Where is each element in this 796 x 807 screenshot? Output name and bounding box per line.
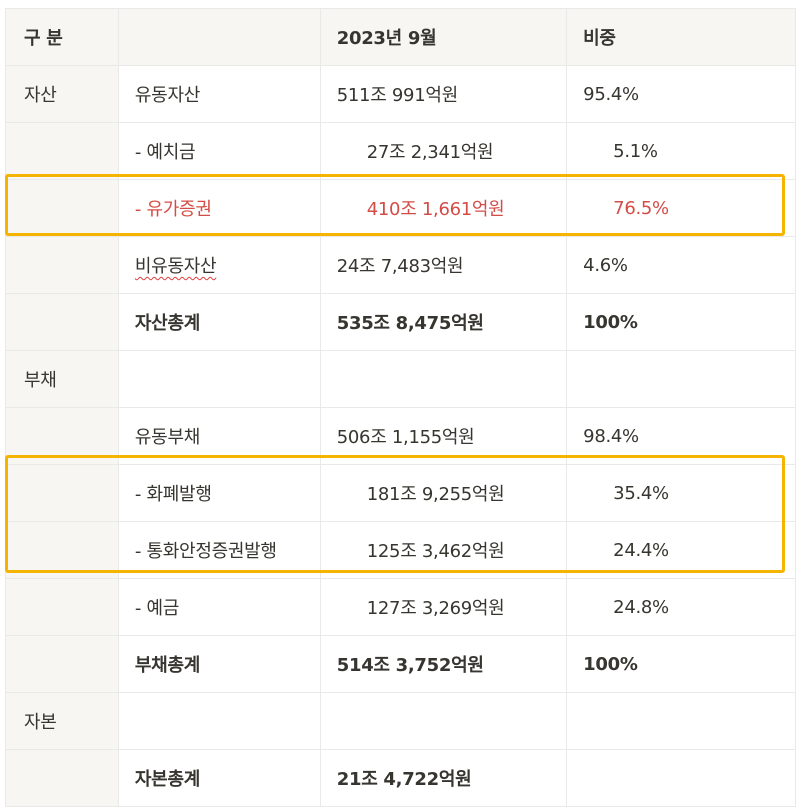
- row-amount: [319, 350, 568, 408]
- row-ratio: [566, 350, 796, 408]
- row-amount: [319, 692, 568, 750]
- row-ratio: 5.1%: [566, 122, 796, 180]
- header-ratio: 비중: [566, 8, 796, 66]
- balance-sheet-table: 구 분 2023년 9월 비중 자산 유동자산 511조 991억원 95.4%…: [5, 8, 796, 807]
- row-item: 유동부채: [117, 407, 321, 465]
- row-item: - 통화안정증권발행: [117, 521, 321, 579]
- row-amount: 506조 1,155억원: [319, 407, 568, 465]
- row-item: - 예치금: [117, 122, 321, 180]
- table-row: 비유동자산 24조 7,483억원 4.6%: [5, 236, 796, 294]
- table-row: 유동부채 506조 1,155억원 98.4%: [5, 407, 796, 465]
- row-amount: 511조 991억원: [319, 65, 568, 123]
- row-category: [5, 179, 119, 237]
- table-row: 자본: [5, 692, 796, 750]
- table-row: - 유가증권 410조 1,661억원 76.5%: [5, 179, 796, 237]
- row-category: [5, 521, 119, 579]
- row-ratio: 24.4%: [566, 521, 796, 579]
- row-item: 자산총계: [117, 293, 321, 351]
- row-ratio: 4.6%: [566, 236, 796, 294]
- row-ratio: 24.8%: [566, 578, 796, 636]
- row-amount: 181조 9,255억원: [319, 464, 568, 522]
- row-category: [5, 122, 119, 180]
- row-amount: 410조 1,661억원: [319, 179, 568, 237]
- row-category: [5, 578, 119, 636]
- row-amount: 127조 3,269억원: [319, 578, 568, 636]
- table-row: - 예금 127조 3,269억원 24.8%: [5, 578, 796, 636]
- row-category: [5, 293, 119, 351]
- row-ratio: [566, 749, 796, 807]
- row-item: - 유가증권: [117, 179, 321, 237]
- table-row: 부채총계 514조 3,752억원 100%: [5, 635, 796, 693]
- table-row: - 예치금 27조 2,341억원 5.1%: [5, 122, 796, 180]
- row-item: [117, 692, 321, 750]
- table-row: 부채: [5, 350, 796, 408]
- table-row: 자산 유동자산 511조 991억원 95.4%: [5, 65, 796, 123]
- row-ratio: 76.5%: [566, 179, 796, 237]
- row-amount: 24조 7,483억원: [319, 236, 568, 294]
- header-category: 구 분: [5, 8, 119, 66]
- row-category: 자산: [5, 65, 119, 123]
- row-item: 비유동자산: [117, 236, 321, 294]
- row-item: 유동자산: [117, 65, 321, 123]
- row-item: - 화폐발행: [117, 464, 321, 522]
- row-category: [5, 635, 119, 693]
- row-item: - 예금: [117, 578, 321, 636]
- row-ratio: [566, 692, 796, 750]
- row-amount: 514조 3,752억원: [319, 635, 568, 693]
- row-amount: 125조 3,462억원: [319, 521, 568, 579]
- row-category: 자본: [5, 692, 119, 750]
- row-ratio: 100%: [566, 635, 796, 693]
- table-row: 자본총계 21조 4,722억원: [5, 749, 796, 807]
- row-category: [5, 464, 119, 522]
- header-period: 2023년 9월: [319, 8, 568, 66]
- row-amount: 21조 4,722억원: [319, 749, 568, 807]
- row-amount: 27조 2,341억원: [319, 122, 568, 180]
- row-item: 자본총계: [117, 749, 321, 807]
- row-category: 부채: [5, 350, 119, 408]
- table-row: - 통화안정증권발행 125조 3,462억원 24.4%: [5, 521, 796, 579]
- table-row: - 화폐발행 181조 9,255억원 35.4%: [5, 464, 796, 522]
- row-item: 부채총계: [117, 635, 321, 693]
- table-row: 자산총계 535조 8,475억원 100%: [5, 293, 796, 351]
- row-amount: 535조 8,475억원: [319, 293, 568, 351]
- table-header-row: 구 분 2023년 9월 비중: [5, 8, 796, 66]
- spellcheck-text: 비유동자산: [134, 256, 217, 277]
- row-category: [5, 407, 119, 465]
- row-ratio: 35.4%: [566, 464, 796, 522]
- row-item: [117, 350, 321, 408]
- row-category: [5, 749, 119, 807]
- row-ratio: 98.4%: [566, 407, 796, 465]
- row-category: [5, 236, 119, 294]
- row-ratio: 100%: [566, 293, 796, 351]
- header-item: [117, 8, 321, 66]
- row-ratio: 95.4%: [566, 65, 796, 123]
